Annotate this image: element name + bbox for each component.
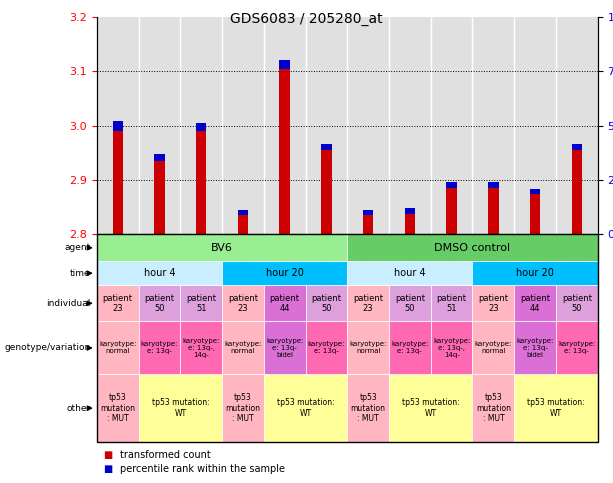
Bar xyxy=(389,17,431,234)
Text: karyotype:
e: 13q-,
14q-: karyotype: e: 13q-, 14q- xyxy=(433,338,470,358)
Bar xyxy=(305,17,347,234)
Bar xyxy=(446,188,457,234)
Bar xyxy=(405,208,415,213)
Bar xyxy=(196,131,207,234)
Text: tp53
mutation
: MUT: tp53 mutation : MUT xyxy=(476,393,511,423)
Text: patient
50: patient 50 xyxy=(311,294,341,313)
Bar xyxy=(347,17,389,234)
Bar xyxy=(154,155,165,161)
Bar xyxy=(139,17,180,234)
Bar xyxy=(238,215,248,234)
Text: karyotype:
e: 13q-: karyotype: e: 13q- xyxy=(141,341,178,355)
Bar xyxy=(180,17,222,234)
Text: genotype/variation: genotype/variation xyxy=(4,343,91,353)
Bar xyxy=(488,182,498,188)
Text: BV6: BV6 xyxy=(211,243,233,253)
Text: patient
50: patient 50 xyxy=(562,294,592,313)
Text: patient
23: patient 23 xyxy=(353,294,383,313)
Text: hour 20: hour 20 xyxy=(265,268,303,278)
Text: karyotype:
e: 13q-: karyotype: e: 13q- xyxy=(558,341,595,355)
Bar xyxy=(280,60,290,69)
Text: karyotype:
e: 13q-: karyotype: e: 13q- xyxy=(391,341,428,355)
Bar xyxy=(363,215,373,234)
Bar xyxy=(571,150,582,234)
Text: patient
23: patient 23 xyxy=(478,294,508,313)
Text: karyotype:
normal: karyotype: normal xyxy=(99,341,137,355)
Text: individual: individual xyxy=(47,299,91,308)
Bar xyxy=(113,121,123,131)
Text: patient
44: patient 44 xyxy=(270,294,300,313)
Text: agent: agent xyxy=(64,243,91,252)
Bar xyxy=(222,17,264,234)
Text: tp53
mutation
: MUT: tp53 mutation : MUT xyxy=(100,393,135,423)
Text: patient
51: patient 51 xyxy=(186,294,216,313)
Bar xyxy=(473,17,514,234)
Bar xyxy=(556,17,598,234)
Text: transformed count: transformed count xyxy=(120,451,211,460)
Bar xyxy=(530,189,540,194)
Text: karyotype:
e: 13q-,
14q-: karyotype: e: 13q-, 14q- xyxy=(183,338,220,358)
Bar xyxy=(405,213,415,234)
Bar xyxy=(196,123,207,131)
Bar xyxy=(514,17,556,234)
Text: patient
23: patient 23 xyxy=(228,294,258,313)
Bar xyxy=(97,17,139,234)
Text: patient
23: patient 23 xyxy=(103,294,133,313)
Text: hour 20: hour 20 xyxy=(516,268,554,278)
Text: karyotype:
normal: karyotype: normal xyxy=(349,341,387,355)
Text: karyotype:
e: 13q-
bidel: karyotype: e: 13q- bidel xyxy=(266,338,303,358)
Bar xyxy=(571,143,582,150)
Text: patient
51: patient 51 xyxy=(436,294,466,313)
Bar xyxy=(446,182,457,188)
Bar xyxy=(321,143,332,150)
Text: tp53
mutation
: MUT: tp53 mutation : MUT xyxy=(226,393,261,423)
Bar xyxy=(363,211,373,215)
Text: time: time xyxy=(70,269,91,278)
Bar xyxy=(154,161,165,234)
Text: patient
50: patient 50 xyxy=(145,294,175,313)
Text: karyotype:
normal: karyotype: normal xyxy=(474,341,512,355)
Bar xyxy=(488,188,498,234)
Text: hour 4: hour 4 xyxy=(143,268,175,278)
Text: karyotype:
e: 13q-
bidel: karyotype: e: 13q- bidel xyxy=(516,338,554,358)
Text: percentile rank within the sample: percentile rank within the sample xyxy=(120,464,285,473)
Bar xyxy=(238,210,248,215)
Text: ■: ■ xyxy=(103,464,112,473)
Text: GDS6083 / 205280_at: GDS6083 / 205280_at xyxy=(230,12,383,26)
Text: other: other xyxy=(66,404,91,412)
Text: tp53 mutation:
WT: tp53 mutation: WT xyxy=(527,398,585,418)
Text: ■: ■ xyxy=(103,451,112,460)
Text: tp53
mutation
: MUT: tp53 mutation : MUT xyxy=(351,393,386,423)
Text: DMSO control: DMSO control xyxy=(435,243,511,253)
Bar xyxy=(280,69,290,234)
Text: patient
44: patient 44 xyxy=(520,294,550,313)
Text: karyotype:
normal: karyotype: normal xyxy=(224,341,262,355)
Bar xyxy=(530,194,540,234)
Text: patient
50: patient 50 xyxy=(395,294,425,313)
Bar xyxy=(321,150,332,234)
Bar xyxy=(431,17,473,234)
Text: karyotype:
e: 13q-: karyotype: e: 13q- xyxy=(308,341,345,355)
Bar xyxy=(113,131,123,234)
Bar xyxy=(264,17,305,234)
Text: tp53 mutation:
WT: tp53 mutation: WT xyxy=(151,398,209,418)
Text: hour 4: hour 4 xyxy=(394,268,425,278)
Text: tp53 mutation:
WT: tp53 mutation: WT xyxy=(276,398,334,418)
Text: tp53 mutation:
WT: tp53 mutation: WT xyxy=(402,398,460,418)
